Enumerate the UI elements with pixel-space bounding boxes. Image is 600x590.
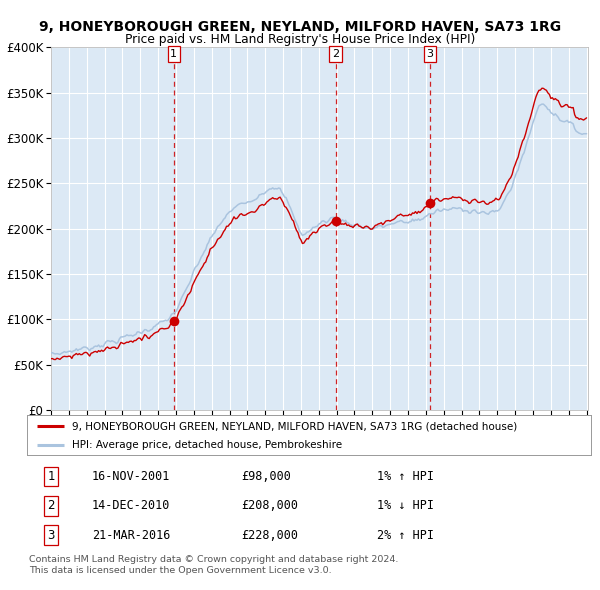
Text: Contains HM Land Registry data © Crown copyright and database right 2024.
This d: Contains HM Land Registry data © Crown c… (29, 555, 398, 575)
Text: HPI: Average price, detached house, Pembrokeshire: HPI: Average price, detached house, Pemb… (72, 440, 342, 450)
Text: 16-NOV-2001: 16-NOV-2001 (92, 470, 170, 483)
Text: £228,000: £228,000 (241, 529, 298, 542)
Text: 1% ↑ HPI: 1% ↑ HPI (377, 470, 434, 483)
Text: 14-DEC-2010: 14-DEC-2010 (92, 499, 170, 513)
Text: 2: 2 (47, 499, 55, 513)
Text: 3: 3 (47, 529, 55, 542)
Text: 9, HONEYBOROUGH GREEN, NEYLAND, MILFORD HAVEN, SA73 1RG (detached house): 9, HONEYBOROUGH GREEN, NEYLAND, MILFORD … (72, 421, 517, 431)
Text: 1: 1 (170, 49, 178, 59)
Text: 2: 2 (332, 49, 340, 59)
Text: 1: 1 (47, 470, 55, 483)
Text: £208,000: £208,000 (241, 499, 298, 513)
Text: £98,000: £98,000 (241, 470, 291, 483)
Text: 1% ↓ HPI: 1% ↓ HPI (377, 499, 434, 513)
Text: 21-MAR-2016: 21-MAR-2016 (92, 529, 170, 542)
Text: 2% ↑ HPI: 2% ↑ HPI (377, 529, 434, 542)
Text: 9, HONEYBOROUGH GREEN, NEYLAND, MILFORD HAVEN, SA73 1RG: 9, HONEYBOROUGH GREEN, NEYLAND, MILFORD … (39, 20, 561, 34)
Text: 3: 3 (427, 49, 433, 59)
Text: Price paid vs. HM Land Registry's House Price Index (HPI): Price paid vs. HM Land Registry's House … (125, 33, 475, 46)
